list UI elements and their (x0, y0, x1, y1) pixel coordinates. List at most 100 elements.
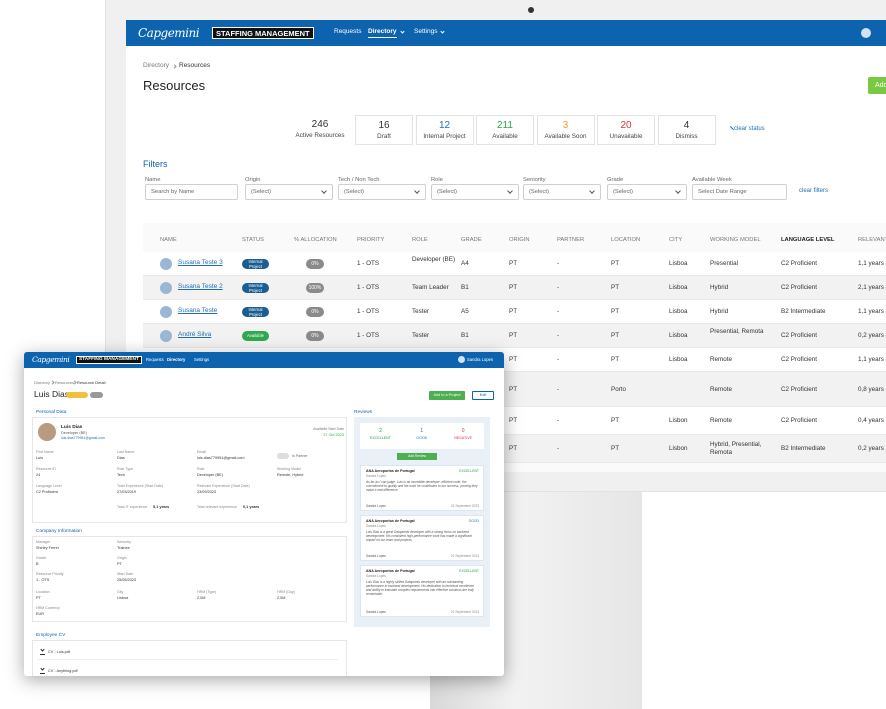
status-card[interactable]: 4 Dismiss (657, 115, 716, 145)
filter-select[interactable]: (Select) (523, 184, 601, 200)
status-count: 211 (497, 120, 513, 131)
add-to-project-button[interactable]: Add to a Project (429, 391, 465, 400)
column-header[interactable]: LOCATION (611, 237, 641, 243)
status-label: Available (492, 133, 518, 140)
resource-name-link[interactable]: Susana Teste 2 (178, 283, 223, 290)
review-card: ANA Aeroportos de Portugal Sandra Lopes EX… (360, 465, 484, 511)
search-input[interactable]: Search by Name (145, 184, 238, 200)
available-date: 27 Oct 2023 (323, 433, 344, 437)
review-author: Sandra Lopes (366, 474, 386, 478)
table-cell: Lisbon (669, 417, 688, 424)
profile-email[interactable]: luis.dias779951@gmail.com (61, 436, 105, 440)
column-header[interactable]: STATUS (242, 237, 265, 243)
total-label: Total IT experience (117, 505, 148, 509)
review-text: As far as I can judge, Luis is an incred… (366, 480, 478, 492)
table-cell: PT (611, 260, 620, 267)
column-header[interactable]: RELEVANT (858, 237, 886, 243)
user-avatar[interactable] (861, 28, 871, 38)
product-name: STAFFING MANAGEMENT (212, 27, 314, 39)
field-label: Seniority (117, 540, 131, 544)
table-cell: Team Leader (412, 284, 449, 291)
nav-menu-item[interactable]: Settings (414, 28, 438, 35)
review-rating: EXCELLENT (459, 569, 479, 573)
table-cell: - (557, 417, 560, 424)
status-card: 246 Active Resources (292, 115, 350, 145)
resource-name-link[interactable]: Susana Teste 3 (178, 259, 223, 266)
table-cell: PT (611, 445, 620, 452)
column-header[interactable]: % ALLOCATION (294, 237, 337, 243)
clear-icon (726, 125, 735, 134)
table-cell: PT (611, 417, 620, 424)
column-header[interactable]: ROLE (412, 237, 428, 243)
column-header[interactable]: WORKING MODEL (710, 237, 761, 243)
nav-menu-item[interactable]: Requests (334, 28, 362, 35)
column-header[interactable]: GRADE (461, 237, 482, 243)
nav-menu-item[interactable]: Requests (146, 357, 164, 362)
breadcrumb-item[interactable]: Resources (55, 380, 75, 385)
resource-name-link[interactable]: Susana Teste (178, 307, 218, 314)
field-value: 2,0M (277, 596, 286, 600)
status-card[interactable]: 3 Available Soon (536, 115, 595, 145)
user-name[interactable]: Sandra Lopes (467, 357, 494, 362)
user-avatar[interactable] (458, 356, 465, 363)
cv-file-link[interactable]: CV - Luis.pdf (48, 650, 70, 654)
add-review-button[interactable]: Add Review (397, 453, 437, 460)
column-header[interactable]: ORIGIN (509, 237, 530, 243)
status-card[interactable]: 16 Draft (355, 115, 413, 145)
field-value: B (36, 562, 39, 566)
review-company: ANA Aeroportos de Portugal (366, 569, 415, 573)
field-label: Location (36, 590, 50, 594)
table-cell: 0,2 years (858, 445, 884, 452)
field-label: City (117, 590, 124, 594)
cv-file-link[interactable]: CV - Anything.pdf (48, 669, 78, 673)
clear-filters-link[interactable]: clear filters (799, 188, 829, 194)
field-label: Last Name (117, 450, 135, 454)
field-value: PT (36, 596, 41, 600)
field-value: 1 - OTS (36, 578, 50, 582)
table-cell: B2 Intermediate (781, 445, 826, 452)
nav-menu-item[interactable]: Directory (368, 28, 397, 38)
column-header[interactable]: LANGUAGE LEVEL (781, 237, 835, 243)
available-label: Available Start Date (313, 427, 344, 431)
status-card[interactable]: 12 Internal Project (415, 115, 474, 145)
filter-label: Seniority (523, 177, 546, 183)
table-cell: PT (509, 385, 518, 393)
nav-menu-item[interactable]: Directory (167, 357, 186, 362)
table-cell: Hybrid, Presential, Remota (710, 441, 762, 456)
personal-card (32, 417, 347, 523)
review-reviewer: Sandra Lopes (366, 554, 386, 558)
column-header[interactable]: CITY (669, 237, 683, 243)
filter-select[interactable]: Select Date Range (692, 184, 787, 200)
clear-status-link[interactable]: clear status (734, 126, 765, 132)
resource-name-link[interactable]: André Silva (178, 331, 212, 338)
edit-button[interactable]: Edit (472, 391, 494, 400)
review-date: 21 September 2023 (451, 504, 479, 508)
status-card[interactable]: 211 Available (476, 115, 534, 145)
status-badge: Internal Project (242, 283, 269, 293)
breadcrumb-item[interactable]: Directory (143, 62, 170, 69)
add-button[interactable]: Add (868, 77, 886, 94)
table-cell: 1 - OTS (357, 332, 380, 339)
partner-toggle[interactable] (277, 453, 289, 459)
allocation-badge: 0% (306, 331, 324, 341)
filter-label: Available Week (692, 177, 732, 183)
chevron (72, 380, 77, 385)
column-header[interactable]: NAME (160, 237, 177, 243)
column-header[interactable]: PARTNER (557, 237, 585, 243)
table-cell: Tester (412, 332, 430, 339)
filter-select[interactable]: (Select) (338, 184, 426, 200)
section-title: Personal Data (36, 410, 67, 415)
filter-select[interactable]: (Select) (245, 184, 333, 200)
column-header[interactable]: PRIORITY (357, 237, 385, 243)
filter-select[interactable]: (Select) (607, 184, 687, 200)
nav-menu-item[interactable]: Settings (194, 357, 210, 362)
filter-select[interactable]: (Select) (431, 184, 519, 200)
filter-label: Grade (607, 177, 624, 183)
section-title: Reviews (354, 410, 373, 415)
breadcrumb-item[interactable]: Directory (34, 380, 51, 385)
status-card[interactable]: 20 Unavailable (597, 115, 655, 145)
table-cell: - (557, 385, 560, 393)
table-cell: PT (611, 284, 620, 291)
table-cell: Lisboa (669, 260, 688, 267)
table-cell: C2 Proficient (781, 385, 818, 393)
